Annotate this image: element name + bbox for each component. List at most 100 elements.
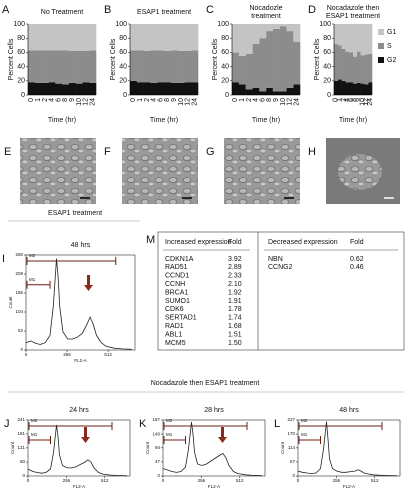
y-axis-label: Percent Cells	[8, 38, 15, 80]
bar-segment	[259, 24, 267, 39]
y-tick-label: 20	[119, 78, 127, 85]
fold-value: 0.62	[350, 256, 364, 263]
bar-segment	[136, 82, 144, 95]
bar-segment	[164, 50, 172, 83]
y-tick-label: 0	[21, 92, 25, 99]
gene-name: CDKN1A	[165, 256, 194, 263]
gate-label: M1	[29, 277, 36, 282]
bar-segment	[28, 50, 36, 83]
bar-segment	[293, 84, 301, 95]
bar-segment	[143, 82, 151, 95]
bar-segment	[334, 80, 339, 95]
x-tick-label: 0	[232, 98, 239, 102]
bar-segment	[279, 24, 287, 27]
bar-segment	[184, 50, 192, 83]
y-tick-label: 156	[15, 290, 23, 295]
y-tick-label: 187	[152, 417, 160, 422]
cell-cluster	[338, 154, 382, 190]
x-tick-label: 8	[352, 98, 359, 102]
bar-segment	[184, 24, 192, 51]
x-tick-label: 2	[42, 98, 49, 102]
bar-segment	[28, 24, 36, 51]
y-tick-label: 52	[18, 328, 24, 333]
y-tick-label: 80	[323, 35, 331, 42]
bar-segment	[68, 24, 76, 51]
bar-segment	[349, 82, 354, 95]
bar-segment	[279, 91, 287, 95]
bar-segment	[157, 24, 165, 51]
x-tick-label: 512	[101, 478, 109, 483]
bar-segment	[368, 24, 373, 54]
bar-segment	[55, 24, 63, 51]
bar-segment	[368, 82, 373, 95]
bar-segment	[337, 79, 342, 95]
histogram-line	[27, 424, 128, 477]
bar-segment	[272, 91, 280, 95]
bar-segment	[356, 24, 361, 52]
x-axis-label: FL2-A	[208, 484, 220, 489]
x-tick-label: 4	[151, 98, 158, 102]
bar-segment	[82, 24, 90, 51]
bar-segment	[238, 24, 246, 56]
gate-label: M2	[301, 418, 308, 423]
bar-segment	[150, 82, 158, 95]
x-tick-label: 8	[266, 98, 273, 102]
gene-name: CDK6	[165, 306, 184, 313]
chart-title: 28 hrs	[204, 407, 224, 414]
histogram-line	[297, 421, 398, 477]
y-tick-label: 40	[323, 63, 331, 70]
bar-segment	[341, 24, 346, 49]
bar-segment	[345, 24, 350, 52]
fold-value: 3.92	[228, 256, 242, 263]
bar-segment	[136, 50, 144, 83]
arrows	[81, 275, 227, 443]
chart-title: Nocadozle	[249, 5, 282, 12]
y-tick-label: 181	[17, 431, 25, 436]
chart-title: Nocadazole then	[327, 5, 380, 12]
legend-swatch	[378, 43, 384, 49]
x-tick-label: 8	[62, 98, 69, 102]
gene-name: CCND1	[165, 273, 189, 280]
bar-segment	[82, 82, 90, 95]
x-tick-label: 24	[367, 98, 374, 106]
bar-segment	[150, 50, 158, 83]
bar-segment	[245, 53, 253, 90]
panel-letter: E	[4, 146, 11, 158]
x-tick-label: 2	[246, 98, 253, 102]
x-tick-label: 6	[259, 98, 266, 102]
chart-title: ESAP1 treatment	[137, 9, 191, 16]
bar-segment	[364, 54, 369, 85]
y-tick-label: 20	[17, 78, 25, 85]
bar-segment	[286, 24, 294, 32]
x-tick-label: 9	[69, 98, 76, 102]
x-tick-label: 8	[164, 98, 171, 102]
fold-value: 1.51	[228, 331, 242, 338]
bar-segment	[259, 38, 267, 92]
x-tick-label: 10	[178, 98, 185, 106]
y-tick-label: 60	[323, 49, 331, 56]
y-tick-label: 20	[323, 78, 331, 85]
bar-segment	[266, 31, 274, 88]
histogram-line	[162, 422, 263, 477]
y-tick-label: 0	[327, 92, 331, 99]
y-tick-label: 60	[20, 459, 26, 464]
panel-letter: C	[206, 4, 214, 16]
bar-segment	[356, 51, 361, 83]
y-tick-label: 104	[15, 309, 23, 314]
x-tick-label: 512	[236, 478, 244, 483]
panel-letter: L	[274, 418, 280, 430]
x-tick-label: 6	[55, 98, 62, 102]
x-tick-label: 9	[273, 98, 280, 102]
x-tick-label: 256	[63, 352, 71, 357]
micrograph	[224, 138, 300, 204]
y-tick-label: 60	[119, 49, 127, 56]
arrow	[84, 275, 93, 291]
bar-segment	[345, 82, 350, 95]
gate-label: M1	[301, 432, 308, 437]
bar-segment	[191, 82, 199, 95]
x-tick-label: 10	[359, 98, 366, 106]
chart-title: treatment	[251, 13, 281, 20]
y-axis-label: Count	[10, 441, 15, 454]
y-tick-label: 114	[288, 445, 296, 450]
y-tick-label: 170	[287, 431, 295, 436]
